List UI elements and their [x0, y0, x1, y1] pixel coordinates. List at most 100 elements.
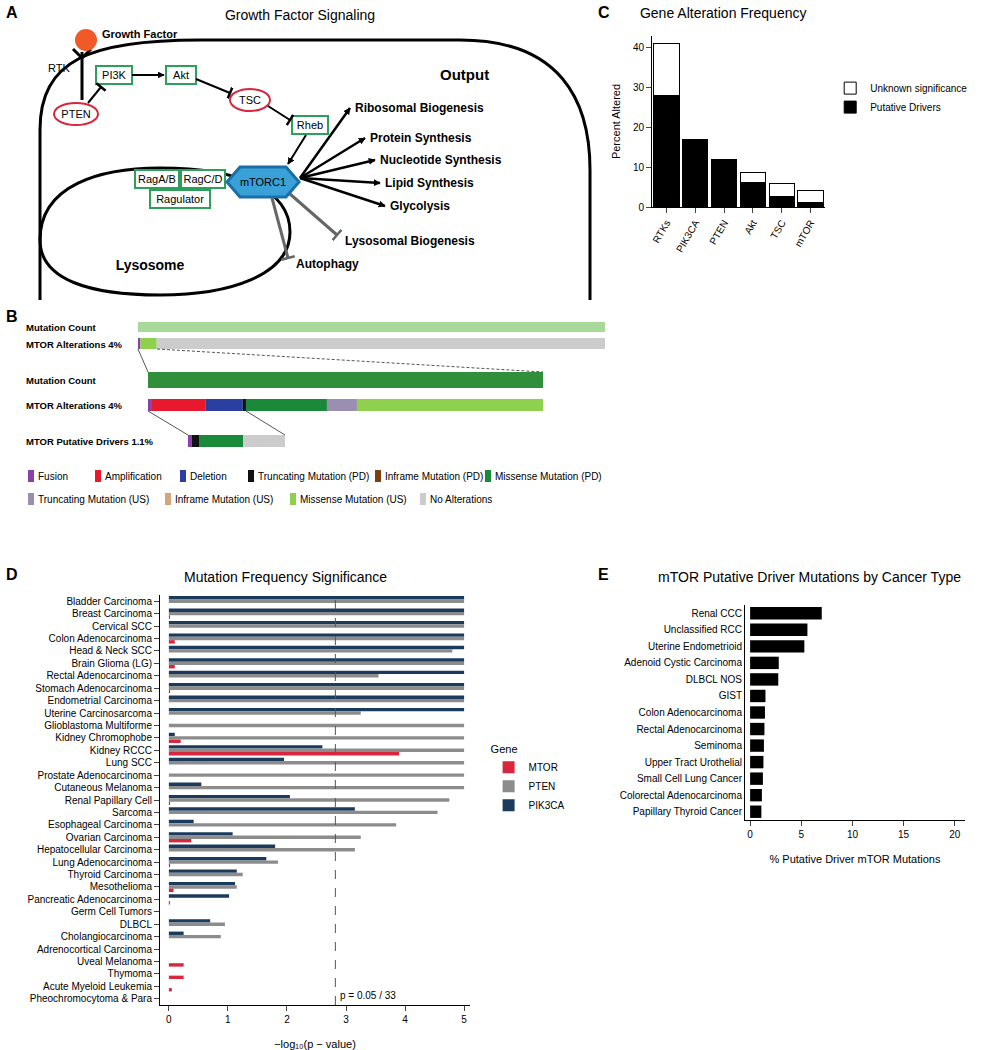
- svg-text:Acute Myeloid Leukemia: Acute Myeloid Leukemia: [43, 981, 152, 992]
- svg-text:mTORC1: mTORC1: [240, 176, 286, 188]
- svg-text:Rheb: Rheb: [297, 119, 323, 131]
- svg-text:PIK3CA: PIK3CA: [529, 800, 565, 811]
- svg-text:MTOR Putative Drivers 1.1%: MTOR Putative Drivers 1.1%: [26, 436, 154, 447]
- svg-text:% Putative Driver mTOR Mutatio: % Putative Driver mTOR Mutations: [770, 853, 941, 865]
- svg-text:TSC: TSC: [768, 218, 788, 241]
- svg-text:5: 5: [798, 829, 804, 840]
- svg-text:Rectal Adenocarcinoma: Rectal Adenocarcinoma: [46, 670, 152, 681]
- svg-text:p = 0.05 / 33: p = 0.05 / 33: [340, 990, 396, 1001]
- svg-text:Truncating Mutation (US): Truncating Mutation (US): [38, 494, 149, 505]
- svg-text:20: 20: [633, 122, 645, 133]
- svg-text:10: 10: [847, 829, 859, 840]
- svg-text:DLBCL NOS: DLBCL NOS: [686, 674, 743, 685]
- svg-text:0: 0: [638, 202, 644, 213]
- svg-text:Protein Synthesis: Protein Synthesis: [370, 131, 472, 145]
- svg-text:Colon Adenocarcinoma: Colon Adenocarcinoma: [49, 633, 153, 644]
- svg-text:Gene: Gene: [491, 743, 518, 755]
- svg-text:A: A: [6, 4, 18, 21]
- svg-text:GIST: GIST: [719, 690, 742, 701]
- svg-text:Truncating Mutation (PD): Truncating Mutation (PD): [258, 471, 369, 482]
- svg-text:Thymoma: Thymoma: [108, 968, 153, 979]
- svg-text:40: 40: [633, 42, 645, 53]
- svg-text:Uterine Carcinosarcoma: Uterine Carcinosarcoma: [44, 708, 152, 719]
- svg-text:Mutation Frequency Significanc: Mutation Frequency Significance: [184, 569, 387, 585]
- svg-text:PTEN: PTEN: [61, 108, 90, 120]
- svg-text:RTKs: RTKs: [651, 218, 673, 245]
- svg-text:15: 15: [898, 829, 910, 840]
- svg-text:Inframe Mutation (US): Inframe Mutation (US): [175, 494, 273, 505]
- svg-text:Breast Carcinoma: Breast Carcinoma: [72, 608, 152, 619]
- svg-text:Glioblastoma Multiforme: Glioblastoma Multiforme: [44, 720, 152, 731]
- svg-text:Renal CCC: Renal CCC: [691, 608, 742, 619]
- svg-text:Lung Adenocarcinoma: Lung Adenocarcinoma: [52, 857, 152, 868]
- svg-text:Ovarian Carcinoma: Ovarian Carcinoma: [66, 832, 153, 843]
- svg-text:Thyroid Carcinoma: Thyroid Carcinoma: [68, 869, 153, 880]
- svg-text:Glycolysis: Glycolysis: [390, 199, 450, 213]
- svg-text:Lung SCC: Lung SCC: [106, 757, 152, 768]
- svg-text:MTOR: MTOR: [529, 762, 558, 773]
- svg-text:RTK: RTK: [48, 62, 70, 74]
- svg-text:D: D: [6, 566, 18, 583]
- svg-text:Gene Alteration Frequency: Gene Alteration Frequency: [640, 5, 807, 21]
- svg-text:E: E: [598, 566, 609, 583]
- svg-text:3: 3: [343, 1014, 349, 1025]
- svg-text:Cervical SCC: Cervical SCC: [92, 621, 152, 632]
- svg-text:Cholangiocarcinoma: Cholangiocarcinoma: [61, 931, 153, 942]
- svg-text:0: 0: [747, 829, 753, 840]
- svg-text:Prostate Adenocarcinoma: Prostate Adenocarcinoma: [37, 770, 152, 781]
- svg-text:Esophageal Carcinoma: Esophageal Carcinoma: [48, 819, 152, 830]
- svg-text:Ribosomal Biogenesis: Ribosomal Biogenesis: [355, 101, 484, 115]
- svg-text:Pheochromocytoma & Para: Pheochromocytoma & Para: [30, 993, 153, 1004]
- svg-text:1: 1: [225, 1014, 231, 1025]
- svg-text:Growth Factor Signaling: Growth Factor Signaling: [225, 7, 375, 23]
- svg-text:Head & Neck SCC: Head & Neck SCC: [69, 645, 152, 656]
- svg-text:Uterine Endometrioid: Uterine Endometrioid: [648, 641, 742, 652]
- svg-text:Renal Papillary Cell: Renal Papillary Cell: [65, 795, 152, 806]
- svg-text:Adenoid Cystic Carcinoma: Adenoid Cystic Carcinoma: [624, 657, 742, 668]
- svg-text:4: 4: [402, 1014, 408, 1025]
- svg-text:Pancreatic Adenocarcinoma: Pancreatic Adenocarcinoma: [27, 894, 152, 905]
- svg-text:Nucleotide Synthesis: Nucleotide Synthesis: [380, 153, 502, 167]
- svg-text:Adrenocortical Carcinoma: Adrenocortical Carcinoma: [37, 944, 152, 955]
- svg-text:−log₁₀(p − value): −log₁₀(p − value): [274, 1038, 356, 1050]
- svg-text:Upper Tract Urothelial: Upper Tract Urothelial: [645, 757, 742, 768]
- svg-text:Missense Mutation (US): Missense Mutation (US): [300, 494, 407, 505]
- svg-text:RagC/D: RagC/D: [183, 173, 222, 185]
- svg-text:2: 2: [284, 1014, 290, 1025]
- svg-text:Lysosomal Biogenesis: Lysosomal Biogenesis: [345, 234, 475, 248]
- svg-text:Autophagy: Autophagy: [296, 257, 359, 271]
- svg-text:Bladder Carcinoma: Bladder Carcinoma: [66, 596, 152, 607]
- svg-text:5: 5: [461, 1014, 467, 1025]
- svg-text:Ragulator: Ragulator: [156, 193, 204, 205]
- svg-text:PTEN: PTEN: [529, 781, 556, 792]
- svg-text:PIK3CA: PIK3CA: [674, 218, 701, 255]
- svg-text:Mutation Count: Mutation Count: [26, 322, 96, 333]
- svg-text:DLBCL: DLBCL: [120, 919, 153, 930]
- svg-text:Colon Adenocarcinoma: Colon Adenocarcinoma: [639, 707, 743, 718]
- svg-text:Sarcoma: Sarcoma: [112, 807, 152, 818]
- svg-text:Lipid Synthesis: Lipid Synthesis: [385, 176, 474, 190]
- svg-text:Cutaneous Melanoma: Cutaneous Melanoma: [54, 782, 152, 793]
- svg-text:B: B: [6, 308, 18, 325]
- svg-text:Percent Altered: Percent Altered: [610, 84, 622, 159]
- svg-text:0: 0: [166, 1014, 172, 1025]
- svg-text:Stomach Adenocarcinoma: Stomach Adenocarcinoma: [35, 683, 152, 694]
- svg-text:mTOR Putative Driver Mutations: mTOR Putative Driver Mutations by Cancer…: [658, 569, 961, 585]
- svg-text:Small Cell Lung Cancer: Small Cell Lung Cancer: [637, 773, 743, 784]
- svg-text:Rectal Adenocarcinoma: Rectal Adenocarcinoma: [636, 724, 742, 735]
- svg-text:Uveal Melanoma: Uveal Melanoma: [77, 956, 152, 967]
- svg-text:MTOR Alterations 4%: MTOR Alterations 4%: [26, 400, 123, 411]
- svg-text:10: 10: [633, 162, 645, 173]
- svg-text:Germ Cell Tumors: Germ Cell Tumors: [71, 906, 152, 917]
- svg-text:Akt: Akt: [742, 218, 759, 236]
- svg-text:Kidney Chromophobe: Kidney Chromophobe: [55, 732, 152, 743]
- svg-text:PI3K: PI3K: [102, 69, 127, 81]
- svg-text:Colorectal Adenocarcinoma: Colorectal Adenocarcinoma: [620, 790, 743, 801]
- svg-text:Amplification: Amplification: [105, 471, 162, 482]
- svg-text:Inframe Mutation (PD): Inframe Mutation (PD): [385, 471, 483, 482]
- svg-text:Mesothelioma: Mesothelioma: [90, 881, 153, 892]
- svg-text:Kidney RCCC: Kidney RCCC: [90, 745, 152, 756]
- svg-text:20: 20: [949, 829, 961, 840]
- svg-text:Missense Mutation (PD): Missense Mutation (PD): [495, 471, 602, 482]
- svg-text:TSC: TSC: [239, 94, 261, 106]
